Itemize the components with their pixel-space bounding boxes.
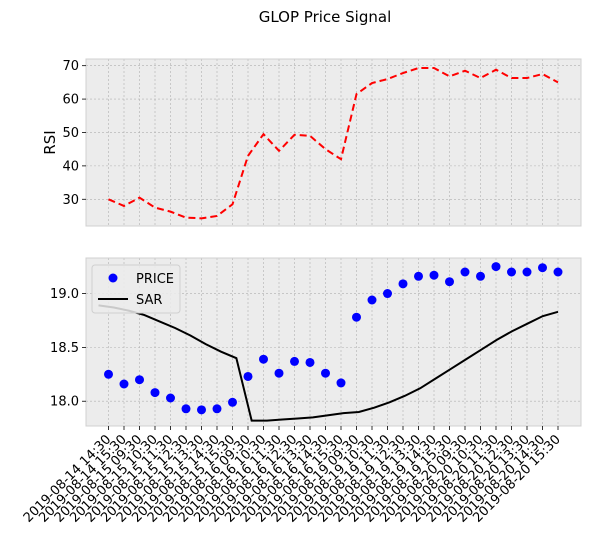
rsi-axis-label: RSI xyxy=(41,130,59,154)
legend-sar-label: SAR xyxy=(136,293,162,308)
price-point xyxy=(228,397,237,407)
price-point xyxy=(104,369,113,379)
plot-area-background xyxy=(86,59,581,226)
price-point xyxy=(538,263,547,273)
price-point xyxy=(507,267,516,277)
rsi-line xyxy=(108,67,559,220)
legend-price-label: PRICE xyxy=(136,272,174,287)
y-tick-label: 19.0 xyxy=(50,287,79,302)
price-point xyxy=(274,368,284,378)
price-point xyxy=(305,357,315,367)
chart-title: GLOP Price Signal xyxy=(259,8,392,26)
price-point xyxy=(290,356,299,366)
price-point xyxy=(476,271,485,281)
price-point xyxy=(243,371,253,381)
legend-price-marker xyxy=(108,273,118,283)
sar-line xyxy=(98,304,559,422)
price-point xyxy=(460,267,470,277)
y-tick-label: 30 xyxy=(62,193,79,208)
price-point xyxy=(321,368,330,378)
plot-frame xyxy=(85,58,582,227)
price-point xyxy=(367,295,377,305)
y-tick-label: 18.5 xyxy=(50,341,79,356)
price-point xyxy=(150,388,160,398)
price-point xyxy=(491,262,501,272)
price-point xyxy=(135,375,144,385)
price-point xyxy=(119,379,129,389)
price-point xyxy=(445,277,454,287)
price-point xyxy=(352,312,361,322)
rsi-panel: 30 40 50 60 70 RSI xyxy=(41,58,582,227)
y-tick-label: 40 xyxy=(62,159,79,174)
price-point xyxy=(197,405,206,415)
price-point xyxy=(383,289,392,299)
price-point xyxy=(398,279,408,289)
y-tick-label: 50 xyxy=(62,126,79,141)
price-point xyxy=(553,267,563,277)
price-point xyxy=(414,271,423,281)
y-tick-label: 60 xyxy=(62,93,79,108)
price-point xyxy=(166,393,175,403)
price-point xyxy=(259,354,268,364)
price-point xyxy=(212,404,222,414)
price-point xyxy=(336,378,346,388)
price-panel: 18.0 18.5 19.0 PRICE SAR xyxy=(50,257,582,430)
plot-frame xyxy=(85,257,582,427)
price-point xyxy=(429,270,439,280)
legend: PRICE SAR xyxy=(91,264,181,314)
price-point xyxy=(181,404,191,414)
y-tick-label: 18.0 xyxy=(50,395,79,410)
y-tick-label: 70 xyxy=(62,59,79,74)
price-point xyxy=(522,267,532,277)
